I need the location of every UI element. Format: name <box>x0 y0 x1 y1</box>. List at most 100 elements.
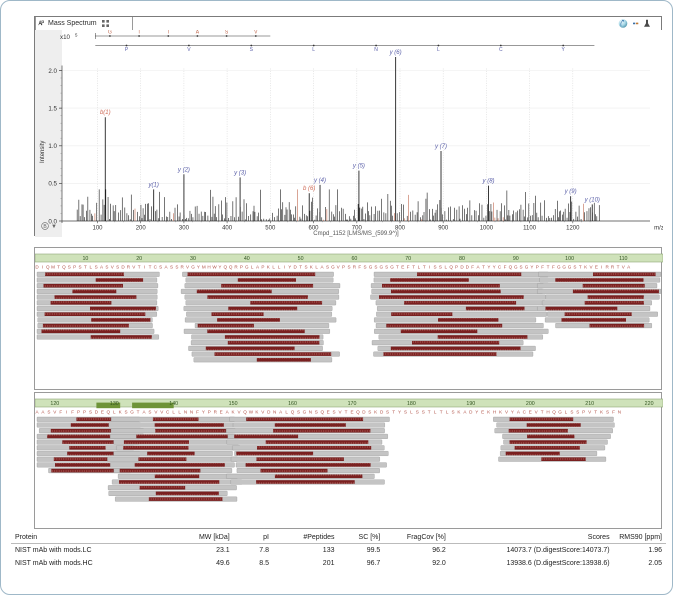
svg-text:S: S <box>89 410 92 415</box>
svg-text:Q: Q <box>243 410 247 415</box>
svg-text:S: S <box>368 410 371 415</box>
svg-text:90: 90 <box>513 256 519 262</box>
svg-text:0.5: 0.5 <box>48 181 57 188</box>
svg-text:L: L <box>315 265 318 270</box>
svg-text:V: V <box>261 410 265 415</box>
svg-text:V: V <box>337 265 341 270</box>
svg-text:H: H <box>493 410 496 415</box>
svg-text:T: T <box>594 410 597 415</box>
svg-text:T: T <box>579 265 582 270</box>
svg-text:Y: Y <box>511 410 514 415</box>
svg-text:P: P <box>73 265 76 270</box>
svg-text:S: S <box>78 265 81 270</box>
svg-text:y (7): y (7) <box>434 144 447 150</box>
svg-text:L: L <box>278 265 281 270</box>
svg-text:L: L <box>434 410 437 415</box>
svg-text:Q: Q <box>449 265 453 270</box>
svg-text:400: 400 <box>222 225 233 231</box>
svg-text:R: R <box>611 265 615 270</box>
svg-text:y(1): y(1) <box>147 182 158 188</box>
svg-text:F: F <box>504 265 507 270</box>
svg-text:K: K <box>499 410 503 415</box>
svg-text:S: S <box>576 410 579 415</box>
svg-text:K: K <box>255 410 259 415</box>
svg-text:200: 200 <box>526 401 535 407</box>
svg-text:C: C <box>498 265 502 270</box>
svg-text:140: 140 <box>169 401 178 407</box>
svg-text:S: S <box>416 410 419 415</box>
svg-text:L: L <box>272 265 275 270</box>
svg-text:A: A <box>463 410 467 415</box>
svg-text:L: L <box>418 265 421 270</box>
svg-text:G: G <box>525 265 529 270</box>
svg-text:N: N <box>618 410 621 415</box>
svg-text:G: G <box>568 265 572 270</box>
svg-text:K: K <box>119 410 123 415</box>
svg-text:100: 100 <box>92 225 103 231</box>
svg-text:E: E <box>595 265 598 270</box>
svg-text:V: V <box>588 410 592 415</box>
svg-text:S: S <box>125 410 128 415</box>
svg-text:b (6): b (6) <box>303 186 315 192</box>
svg-text:A: A <box>477 265 481 270</box>
svg-text:1200: 1200 <box>566 225 580 231</box>
svg-text:S: S <box>297 410 300 415</box>
svg-text:S: S <box>333 410 336 415</box>
svg-text:Y: Y <box>218 265 221 270</box>
svg-text:30: 30 <box>190 256 196 262</box>
svg-text:S: S <box>451 410 454 415</box>
svg-text:F: F <box>541 265 544 270</box>
svg-text:C: C <box>166 410 170 415</box>
svg-text:T: T <box>137 410 140 415</box>
svg-text:110: 110 <box>619 256 627 262</box>
svg-text:900: 900 <box>438 225 449 231</box>
svg-text:V: V <box>535 410 539 415</box>
svg-text:Q: Q <box>229 265 233 270</box>
svg-text:Q: Q <box>291 410 295 415</box>
svg-text:210: 210 <box>585 401 594 407</box>
svg-text:A: A <box>256 265 260 270</box>
svg-text:S: S <box>326 265 329 270</box>
svg-text:S: S <box>315 410 318 415</box>
svg-text:D: D <box>121 265 125 270</box>
svg-text:170: 170 <box>348 401 357 407</box>
svg-text:S: S <box>520 265 523 270</box>
svg-text:S: S <box>364 265 367 270</box>
svg-text:500: 500 <box>265 225 276 231</box>
svg-text:20: 20 <box>136 256 142 262</box>
svg-text:C: C <box>499 47 503 53</box>
svg-text:E: E <box>401 265 404 270</box>
svg-text:S: S <box>439 265 442 270</box>
svg-text:K: K <box>487 410 491 415</box>
svg-text:R: R <box>234 265 238 270</box>
svg-text:Q: Q <box>509 265 513 270</box>
svg-text:V: V <box>590 265 594 270</box>
svg-text:y (6): y (6) <box>389 50 402 56</box>
svg-text:E: E <box>529 410 532 415</box>
svg-text:L: L <box>113 410 116 415</box>
svg-text:K: K <box>310 265 314 270</box>
svg-text:A: A <box>226 410 230 415</box>
svg-text:L: L <box>410 410 413 415</box>
svg-text:H: H <box>207 265 210 270</box>
svg-text:F: F <box>471 265 474 270</box>
svg-text:G: G <box>245 265 249 270</box>
svg-text:L: L <box>285 410 288 415</box>
svg-text:I: I <box>42 265 43 270</box>
svg-text:A: A <box>517 410 521 415</box>
svg-text:Intensity: Intensity <box>40 141 46 163</box>
svg-text:G: G <box>331 265 335 270</box>
svg-text:E: E <box>220 410 223 415</box>
svg-text:M: M <box>51 265 55 270</box>
svg-text:T: T <box>138 30 141 36</box>
svg-text:P: P <box>208 410 211 415</box>
svg-text:E: E <box>350 410 353 415</box>
svg-text:L: L <box>437 47 440 53</box>
svg-text:K: K <box>457 410 461 415</box>
svg-text:S: S <box>170 265 173 270</box>
svg-text:G: G <box>380 265 384 270</box>
svg-text:190: 190 <box>466 401 475 407</box>
svg-text:H: H <box>546 410 549 415</box>
svg-text:T: T <box>138 265 141 270</box>
svg-text:G: G <box>130 410 134 415</box>
